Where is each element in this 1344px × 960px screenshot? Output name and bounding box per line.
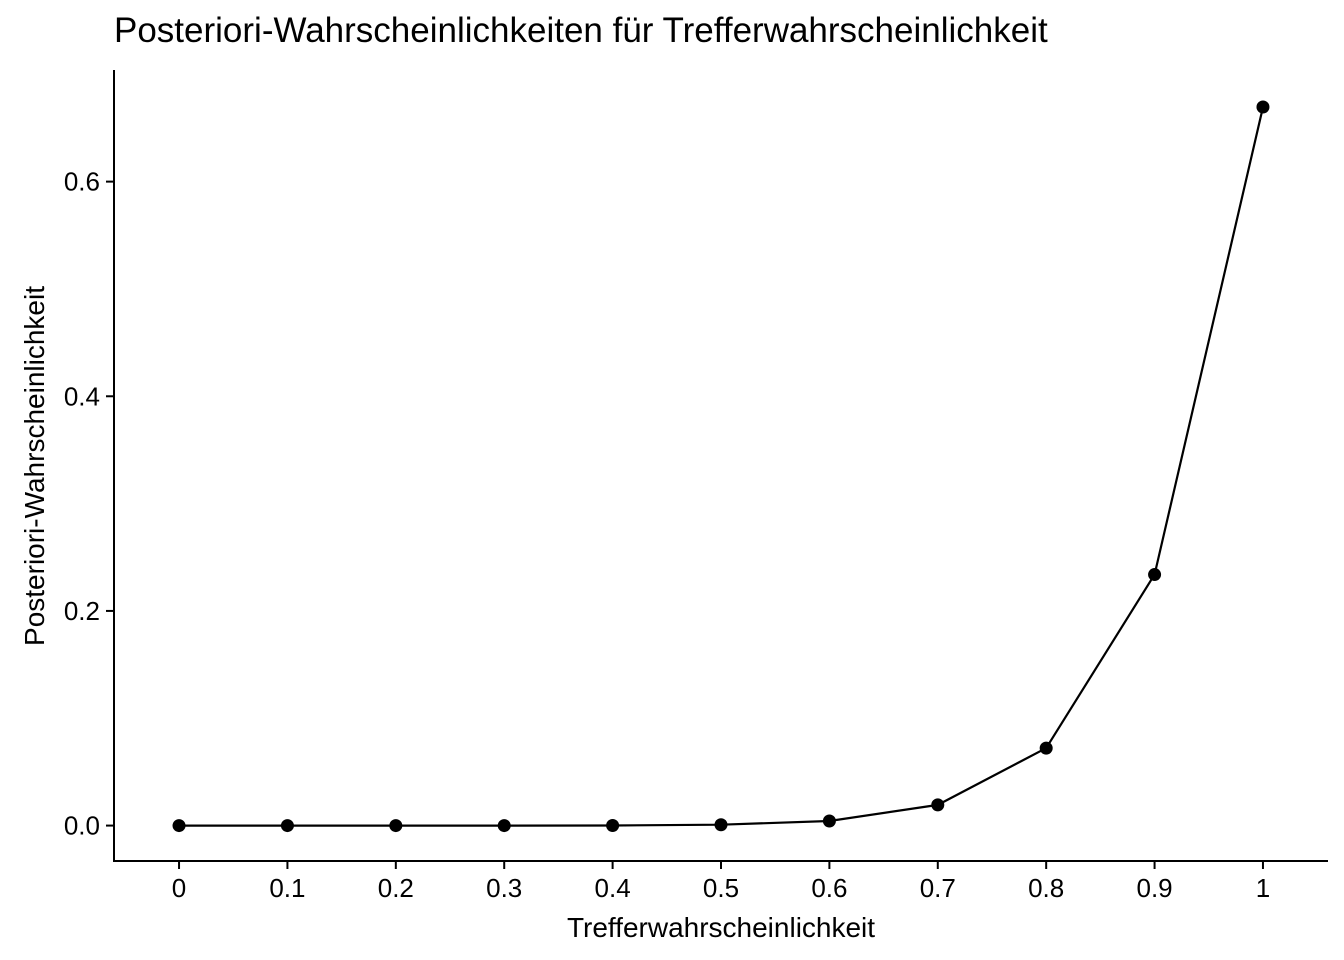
- data-point: [172, 819, 186, 833]
- series-layer: [172, 100, 1270, 833]
- y-tick-label: 0.6: [64, 167, 100, 197]
- x-ticks: 0 0.1 0.2 0.3 0.4 0.5 0.6 0.7 0.8 0.9 1: [172, 861, 1270, 903]
- x-tick-label: 0.7: [920, 873, 956, 903]
- x-tick-label: 0: [172, 873, 186, 903]
- x-axis-title: Trefferwahrscheinlichkeit: [567, 912, 875, 943]
- data-point: [497, 819, 511, 833]
- x-tick-label: 0.1: [269, 873, 305, 903]
- data-point: [1148, 568, 1162, 582]
- chart-title: Posteriori-Wahrscheinlichkeiten für Tref…: [114, 11, 1048, 50]
- data-point: [1256, 100, 1270, 114]
- y-tick-label: 0.0: [64, 811, 100, 841]
- x-tick-label: 0.9: [1136, 873, 1172, 903]
- y-tick-label: 0.2: [64, 596, 100, 626]
- y-axis-title: Posteriori-Wahrscheinlichkeit: [19, 286, 50, 646]
- data-point: [822, 814, 836, 828]
- data-point: [714, 818, 728, 832]
- data-point: [280, 819, 294, 833]
- y-ticks: 0.0 0.2 0.4 0.6: [64, 167, 114, 841]
- axes: [113, 70, 1328, 862]
- x-tick-label: 1: [1256, 873, 1270, 903]
- data-point: [606, 818, 620, 832]
- x-tick-label: 0.5: [703, 873, 739, 903]
- data-point: [931, 798, 945, 812]
- data-point: [1039, 741, 1053, 755]
- data-point: [389, 819, 403, 833]
- x-tick-label: 0.2: [378, 873, 414, 903]
- y-tick-label: 0.4: [64, 381, 100, 411]
- x-tick-label: 0.3: [486, 873, 522, 903]
- x-tick-label: 0.8: [1028, 873, 1064, 903]
- x-tick-label: 0.4: [595, 873, 631, 903]
- series-line: [179, 106, 1265, 827]
- x-tick-label: 0.6: [811, 873, 847, 903]
